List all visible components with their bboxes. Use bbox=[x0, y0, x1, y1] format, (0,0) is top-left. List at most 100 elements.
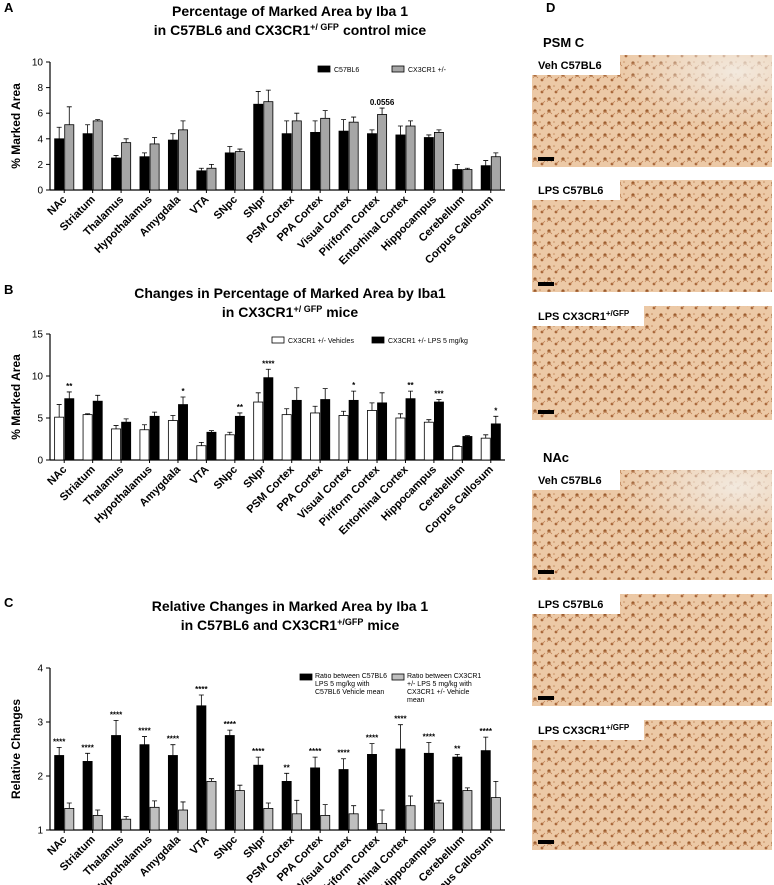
image-label: LPS C57BL6 bbox=[538, 599, 603, 611]
bar bbox=[167, 139, 178, 191]
error-bar bbox=[483, 736, 489, 751]
error-bar bbox=[493, 415, 499, 424]
significance-label: 0.0556 bbox=[370, 98, 395, 107]
bar bbox=[320, 815, 331, 831]
error-bar bbox=[141, 152, 147, 157]
bar bbox=[367, 754, 377, 831]
chart-subtitle: in C57BL6 and CX3CR1+/ GFP control mice bbox=[154, 22, 427, 38]
image-label-part: LPS CX3CR1 bbox=[538, 311, 606, 323]
error-bar bbox=[351, 116, 357, 123]
error-bar bbox=[369, 402, 375, 411]
error-bar bbox=[56, 404, 62, 418]
error-bar bbox=[312, 120, 318, 133]
bar bbox=[54, 138, 65, 191]
bar bbox=[234, 415, 245, 461]
y-tick-label: 0 bbox=[37, 456, 43, 467]
bar bbox=[452, 756, 463, 831]
bar bbox=[395, 134, 406, 191]
error-bar bbox=[208, 778, 214, 782]
section-title: NAc bbox=[543, 450, 569, 465]
bar bbox=[167, 420, 178, 461]
error-bar bbox=[265, 802, 271, 809]
y-tick-label: 1 bbox=[37, 826, 43, 837]
significance-label: **** bbox=[394, 715, 407, 724]
error-bar bbox=[454, 754, 460, 758]
panel-label: B bbox=[4, 282, 13, 297]
error-bar bbox=[312, 756, 318, 768]
bar bbox=[320, 399, 331, 461]
bar bbox=[281, 781, 292, 831]
chart-title: Relative Changes in Marked Area by Iba 1 bbox=[152, 598, 429, 614]
error-bar bbox=[294, 799, 300, 814]
scale-bar bbox=[538, 570, 554, 574]
bar bbox=[348, 813, 359, 831]
significance-label: **** bbox=[262, 359, 275, 368]
error-bar bbox=[56, 746, 62, 756]
bar bbox=[224, 735, 235, 831]
error-bar bbox=[426, 742, 432, 754]
error-bar bbox=[436, 399, 442, 403]
bar bbox=[92, 400, 103, 461]
error-bar bbox=[113, 425, 119, 429]
bar bbox=[291, 120, 302, 191]
significance-label: **** bbox=[309, 747, 322, 756]
label-box bbox=[532, 55, 620, 75]
image-label-part: +/GFP bbox=[606, 309, 630, 318]
error-bar bbox=[284, 408, 290, 415]
bar bbox=[64, 398, 75, 461]
bar bbox=[64, 124, 75, 191]
chart-subtitle: in CX3CR1+/ GFP mice bbox=[222, 304, 358, 320]
bar bbox=[121, 421, 132, 461]
bar bbox=[281, 414, 292, 461]
significance-label: ** bbox=[237, 403, 244, 412]
error-bar bbox=[255, 392, 261, 403]
legend-label: Ratio between C57BL6 LPS 5 mg/kg with C5… bbox=[315, 673, 387, 696]
bar bbox=[377, 402, 388, 461]
significance-label: **** bbox=[167, 735, 180, 744]
significance-label: **** bbox=[480, 727, 493, 736]
error-bar bbox=[227, 146, 233, 153]
scale-bar bbox=[538, 840, 554, 844]
error-bar bbox=[113, 719, 119, 736]
legend-swatch bbox=[371, 336, 385, 344]
image-label: LPS CX3CR1+/GFP bbox=[538, 723, 630, 738]
error-bar bbox=[180, 396, 186, 405]
error-bar bbox=[170, 133, 176, 141]
bar bbox=[253, 764, 264, 831]
significance-label: ** bbox=[66, 382, 73, 391]
chart-title: Changes in Percentage of Marked Area by … bbox=[134, 285, 446, 301]
label-box bbox=[532, 180, 620, 200]
x-tick-label: NAc bbox=[45, 464, 69, 488]
bar bbox=[338, 415, 349, 461]
bar bbox=[462, 790, 473, 831]
legend-label-box: Ratio between C57BL6 LPS 5 mg/kg with C5… bbox=[315, 673, 387, 696]
bar bbox=[434, 802, 444, 831]
legend-swatch bbox=[271, 336, 285, 344]
bar bbox=[395, 748, 406, 831]
significance-label: **** bbox=[195, 685, 208, 694]
error-bar bbox=[123, 418, 129, 423]
bar bbox=[310, 131, 321, 191]
error-bar bbox=[351, 390, 357, 401]
bar bbox=[490, 156, 501, 191]
y-tick-label: 10 bbox=[32, 58, 44, 69]
bar bbox=[291, 813, 302, 831]
significance-label: **** bbox=[423, 733, 436, 742]
error-bar bbox=[454, 164, 460, 170]
section-title: PSM C bbox=[543, 35, 585, 50]
y-tick-label: 10 bbox=[32, 372, 44, 383]
error-bar bbox=[265, 89, 271, 102]
error-bar bbox=[198, 441, 204, 446]
x-tick-label: VTA bbox=[188, 194, 212, 218]
scale-bar bbox=[538, 410, 554, 414]
bar bbox=[263, 377, 274, 461]
error-bar bbox=[255, 756, 261, 766]
bar bbox=[405, 805, 416, 831]
error-bar bbox=[66, 106, 72, 125]
image-label-part: LPS CX3CR1 bbox=[538, 725, 606, 737]
subtitle-part: in C57BL6 and CX3CR1 bbox=[154, 22, 311, 38]
significance-label: * bbox=[181, 387, 185, 396]
subtitle-part: in C57BL6 and CX3CR1 bbox=[181, 617, 338, 633]
subtitle-part: in CX3CR1 bbox=[222, 304, 294, 320]
